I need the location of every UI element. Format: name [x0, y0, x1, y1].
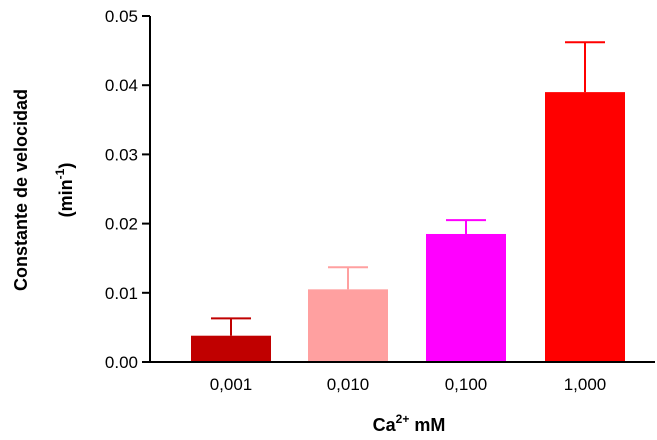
y-axis-title: Constante de velocidad (min-1)	[11, 89, 76, 291]
error-bars-group	[211, 41, 605, 336]
y-ticks-group: 0.00 0.01 0.02 0.03 0.04 0.05	[105, 7, 150, 372]
x-axis-title-sup: 2+	[396, 412, 410, 426]
y-axis-title-line1: Constante de velocidad	[11, 89, 31, 291]
x-ticks-group: 0,001 0,010 0,100 1,000	[210, 375, 607, 394]
y-tick-label: 0.02	[105, 215, 138, 234]
x-axis-title-base: Ca	[373, 415, 397, 435]
y-axis-unit-pre: (min	[56, 179, 76, 217]
x-axis-title-rest: mM	[409, 415, 445, 435]
y-tick-label: 0.05	[105, 7, 138, 26]
x-axis-title: Ca2+ mM	[373, 412, 446, 435]
x-tick-label: 0,010	[327, 375, 370, 394]
x-tick-label: 0,100	[445, 375, 488, 394]
bars-group	[191, 92, 625, 363]
y-tick-label: 0.04	[105, 76, 138, 95]
x-tick-label: 0,001	[210, 375, 253, 394]
x-tick-label: 1,000	[564, 375, 607, 394]
bar-0,010	[308, 289, 388, 362]
y-axis-unit-sup: -1	[53, 168, 67, 179]
y-tick-label: 0.00	[105, 353, 138, 372]
y-axis-title-line2: (min-1)	[53, 163, 76, 218]
y-axis-unit-post: )	[56, 163, 76, 169]
bar-0,001	[191, 335, 271, 362]
bar-1,000	[545, 92, 625, 363]
y-tick-label: 0.01	[105, 284, 138, 303]
y-tick-label: 0.03	[105, 145, 138, 164]
axes-group	[149, 16, 655, 363]
bar-0,100	[426, 233, 506, 362]
